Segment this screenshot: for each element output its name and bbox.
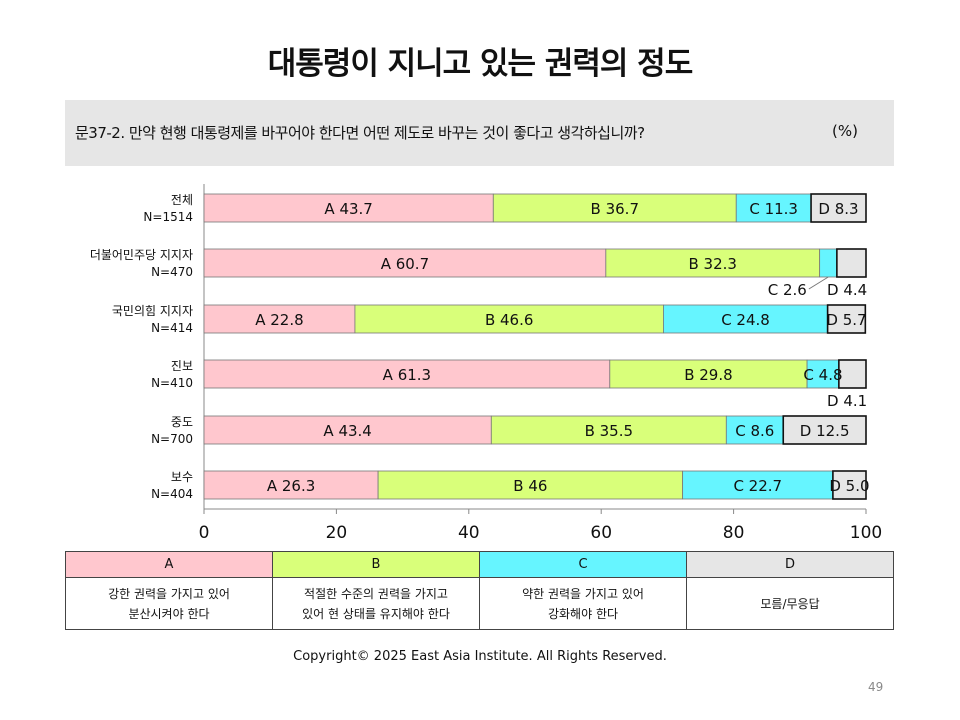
bar-segment-a bbox=[203, 193, 494, 223]
data-label-c: C 24.8 bbox=[721, 311, 770, 329]
data-label-a: A 43.4 bbox=[323, 422, 371, 440]
category-label: 중도 bbox=[171, 415, 193, 429]
bar-segment-a bbox=[203, 470, 379, 500]
bar-segment-c bbox=[806, 359, 840, 389]
legend-desc-a: 강한 권력을 가지고 있어 분산시켜야 한다 bbox=[65, 577, 273, 630]
bar-segment-c bbox=[725, 415, 784, 445]
legend-desc-d: 모름/무응답 bbox=[686, 577, 894, 630]
data-label-c: C 11.3 bbox=[749, 200, 798, 218]
bar-segment-d bbox=[836, 248, 867, 278]
legend-desc-b-line1: 적절한 수준의 권력을 가지고 bbox=[304, 586, 448, 601]
category-label: 더불어민주당 지지자 bbox=[90, 248, 193, 262]
data-label-d: D 8.3 bbox=[818, 200, 858, 218]
legend-desc-b: 적절한 수준의 권력을 가지고 있어 현 상태를 유지해야 한다 bbox=[272, 577, 480, 630]
label-leader-line bbox=[808, 276, 829, 290]
legend-key-b: B bbox=[272, 551, 480, 578]
question-text: 문37-2. 만약 현행 대통령제를 바꾸어야 한다면 어떤 제도로 바꾸는 것… bbox=[75, 124, 645, 142]
legend-key-d: D bbox=[686, 551, 894, 578]
data-label-d-outside: D 4.4 bbox=[827, 281, 867, 299]
bar-segment-d bbox=[782, 415, 867, 445]
legend-key-c: C bbox=[479, 551, 687, 578]
legend-table: A B C D 강한 권력을 가지고 있어 분산시켜야 한다 적절한 수준의 권… bbox=[65, 551, 894, 630]
category-n-label: N=404 bbox=[151, 487, 193, 501]
legend-desc-c-line1: 약한 권력을 가지고 있어 bbox=[522, 586, 644, 601]
legend-desc-a-line1: 강한 권력을 가지고 있어 bbox=[108, 586, 230, 601]
bar-segment-d bbox=[826, 304, 867, 334]
legend-desc-b-line2: 있어 현 상태를 유지해야 한다 bbox=[302, 606, 450, 621]
category-n-label: N=410 bbox=[151, 376, 193, 390]
data-label-c: C 8.6 bbox=[735, 422, 774, 440]
page-title: 대통령이 지니고 있는 권력의 정도 bbox=[267, 46, 693, 82]
data-label-a: A 61.3 bbox=[383, 366, 431, 384]
data-label-b: B 29.8 bbox=[684, 366, 732, 384]
legend-desc-c-line2: 강화해야 한다 bbox=[547, 606, 619, 621]
data-label-b: B 32.3 bbox=[689, 255, 737, 273]
x-tick-label: 80 bbox=[723, 523, 745, 543]
copyright: Copyright© 2025 East Asia Institute. All… bbox=[293, 649, 667, 664]
stacked-bar-chart: 0 20 40 60 80 100 전체 N=1514 A 43.7 B 36.7 C 11.3 D … bbox=[90, 184, 882, 543]
bar-segment-c bbox=[735, 193, 812, 223]
x-tick-label: 40 bbox=[458, 523, 480, 543]
data-label-b: B 35.5 bbox=[585, 422, 633, 440]
data-label-c: C 22.7 bbox=[733, 477, 782, 495]
category-n-label: N=470 bbox=[151, 265, 193, 279]
legend-desc-c: 약한 권력을 가지고 있어 강화해야 한다 bbox=[479, 577, 687, 630]
legend-desc-d-line1: 모름/무응답 bbox=[760, 596, 820, 611]
data-label-d: D 12.5 bbox=[800, 422, 850, 440]
bar-segment-b bbox=[490, 415, 727, 445]
bar-segment-d bbox=[810, 193, 867, 223]
bar-segment-b bbox=[492, 193, 737, 223]
bar-segment-d bbox=[832, 470, 867, 500]
bar-segment-c bbox=[819, 248, 838, 278]
category-label: 전체 bbox=[171, 193, 193, 207]
bar-segment-d bbox=[838, 359, 867, 389]
legend-key-row: A B C D bbox=[65, 551, 894, 578]
data-label-c: C 4.8 bbox=[803, 366, 842, 384]
bar-segment-b bbox=[377, 470, 684, 500]
category-label: 보수 bbox=[171, 470, 193, 484]
bar-segment-c bbox=[663, 304, 829, 334]
legend-desc-row: 강한 권력을 가지고 있어 분산시켜야 한다 적절한 수준의 권력을 가지고 있… bbox=[65, 577, 894, 630]
data-label-d: D 5.0 bbox=[829, 477, 869, 495]
legend-desc-a-line2: 분산시켜야 한다 bbox=[128, 606, 210, 621]
data-label-d-outside: D 4.1 bbox=[827, 392, 867, 410]
data-label-a: A 26.3 bbox=[267, 477, 315, 495]
question-box: 문37-2. 만약 현행 대통령제를 바꾸어야 한다면 어떤 제도로 바꾸는 것… bbox=[65, 100, 894, 166]
data-label-a: A 43.7 bbox=[324, 200, 372, 218]
category-label: 진보 bbox=[171, 359, 193, 373]
data-label-a: A 60.7 bbox=[381, 255, 429, 273]
data-label-b: B 46.6 bbox=[485, 311, 533, 329]
data-label-b: B 46 bbox=[513, 477, 547, 495]
category-label: 국민의힘 지지자 bbox=[112, 304, 193, 318]
unit-label: (%) bbox=[832, 122, 858, 140]
data-label-c-outside: C 2.6 bbox=[768, 281, 807, 299]
bar-segment-b bbox=[609, 359, 808, 389]
bar-segment-b bbox=[605, 248, 821, 278]
bar-segment-b bbox=[354, 304, 664, 334]
category-n-label: N=700 bbox=[151, 432, 193, 446]
page-number: 49 bbox=[868, 680, 884, 694]
x-tick-label: 0 bbox=[199, 523, 210, 543]
data-label-b: B 36.7 bbox=[591, 200, 639, 218]
bar-segment-a bbox=[203, 248, 607, 278]
data-label-a: A 22.8 bbox=[255, 311, 303, 329]
category-n-label: N=1514 bbox=[143, 210, 193, 224]
bar-segment-a bbox=[203, 415, 492, 445]
data-label-d: D 5.7 bbox=[826, 311, 866, 329]
legend-key-a: A bbox=[65, 551, 273, 578]
category-n-label: N=414 bbox=[151, 321, 193, 335]
x-tick-label: 20 bbox=[326, 523, 348, 543]
x-tick-label: 60 bbox=[590, 523, 612, 543]
x-tick-label: 100 bbox=[850, 523, 882, 543]
